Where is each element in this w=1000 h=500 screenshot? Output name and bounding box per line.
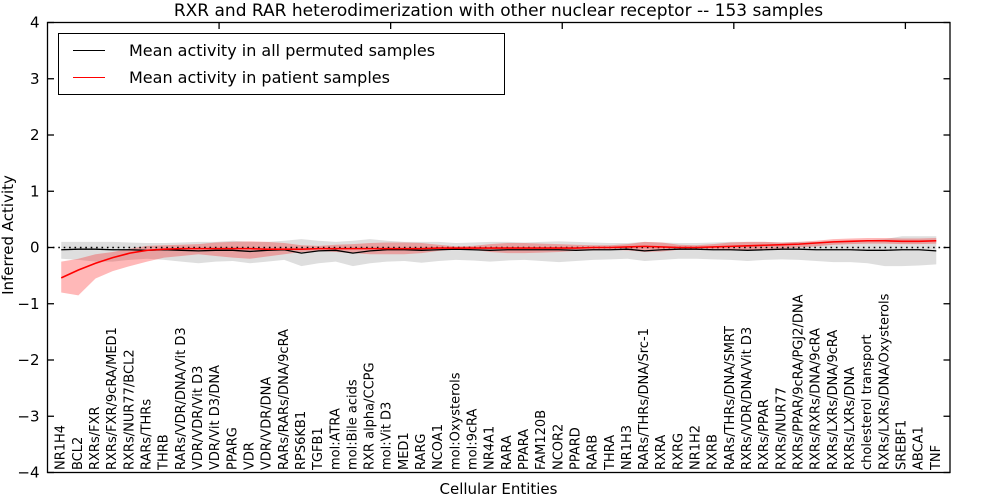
y-tick-label: 3 [30,70,40,88]
x-tick-label: RXRs/LXRs/DNA [843,367,858,470]
x-tick-label: THRA [603,435,618,471]
x-tick-label: NR1H2 [689,425,704,470]
x-tick-label: RXRs/PPAR [757,399,772,470]
x-tick-label: RARs/THRs/DNA/Src-1 [637,328,652,470]
y-tick-label: 4 [30,14,40,32]
x-tick-label: mol:ATRA [328,408,343,470]
permuted-mean-line [61,248,937,254]
x-tick-label: THRB [157,434,172,471]
permuted-confidence-band [61,236,937,267]
x-tick-label: mol:Oxysterols [448,372,463,470]
x-tick-label: RARG [414,433,429,470]
x-tick-label: RXRs/FXR [88,406,103,470]
y-tick-label: 2 [30,126,40,144]
patient-mean-line [60,239,937,279]
y-tick-label: 1 [30,182,40,200]
x-tick-label: NR1H3 [620,425,635,470]
x-tick-label: RARB [586,435,601,470]
x-tick-label: MED1 [397,432,412,470]
x-tick-label: RARs/RARs/DNA/9cRA [277,329,292,470]
x-tick-label: NR4A1 [483,426,498,470]
legend-item-permuted: Mean activity in all permuted samples [59,41,504,60]
x-tick-label: VDR [242,442,257,470]
x-tick-label: TGFB1 [311,427,326,471]
x-tick-label: RARA [500,435,515,470]
y-tick-label: −2 [17,351,39,369]
legend: Mean activity in all permuted samples Me… [58,33,505,95]
x-tick-label: NR1H4 [54,425,69,470]
x-tick-label: RXRs/LXRs/DNA/Oxysterols [877,293,892,470]
x-tick-label: mol:9cRA [466,408,481,470]
x-tick-label: ABCA1 [912,426,927,470]
x-tick-label: VDR/Vit D3/DNA [208,365,223,470]
x-tick-label: RXRB [706,434,721,470]
x-tick-label: TNF [929,445,944,471]
y-tick-label: −4 [17,464,39,482]
x-tick-label: RARs/THRs [140,399,155,470]
legend-label-permuted: Mean activity in all permuted samples [129,41,436,61]
x-tick-label: FAM120B [534,410,549,470]
x-tick-label: RXRs/PPAR/9cRA/PGJ2/DNA [792,294,807,470]
patient-line-swatch [73,76,105,78]
x-tick-label: RXRs/NUR77/BCL2 [122,349,137,470]
y-tick-label: −3 [17,407,39,425]
y-tick-label: 0 [30,239,40,257]
permuted-line-swatch [73,50,105,52]
x-tick-label: RXRs/FXR/9cRA/MED1 [105,327,120,470]
x-tick-label: RXRG [671,433,686,470]
x-tick-label: PPARA [517,429,532,470]
x-tick-label: RXRs/LXRs/DNA/9cRA [826,330,841,470]
x-tick-label: RARs/THRs/DNA/SMRT [723,326,738,470]
legend-item-patient: Mean activity in patient samples [59,68,504,87]
x-tick-label: RXRA [654,435,669,470]
x-tick-label: NCOA1 [431,424,446,470]
x-tick-label: BCL2 [71,437,86,470]
x-tick-label: VDR/VDR/Vit D3 [191,366,206,470]
x-tick-label: RXR alpha/CCPG [363,362,378,470]
x-tick-label: RXRs/VDR/DNA/Vit D3 [740,327,755,470]
x-tick-label: mol:Vit D3 [380,402,395,470]
x-tick-label: RPS6KB1 [294,411,309,470]
x-tick-label: NCOR2 [551,424,566,470]
x-tick-label: RXRs/NUR77 [774,387,789,470]
x-tick-label: SREBF1 [894,420,909,470]
x-tick-label: RXRs/RXRs/DNA/9cRA [809,328,824,470]
chart-title: RXR and RAR heterodimerization with othe… [173,1,824,21]
y-axis-label: Inferred Activity [0,175,17,295]
x-tick-label: RARs/VDR/DNA/Vit D3 [174,327,189,470]
x-tick-label: VDR/VDR/DNA [260,377,275,470]
legend-label-patient: Mean activity in patient samples [129,67,390,87]
patient-confidence-band [61,237,937,296]
x-tick-label: cholesterol transport [860,334,875,470]
x-tick-label: PPARG [225,427,240,470]
y-tick-label: −1 [17,295,39,313]
x-axis-label: Cellular Entities [439,480,558,498]
x-tick-label: PPARD [568,427,583,470]
x-tick-label: mol:Bile acids [345,379,360,470]
